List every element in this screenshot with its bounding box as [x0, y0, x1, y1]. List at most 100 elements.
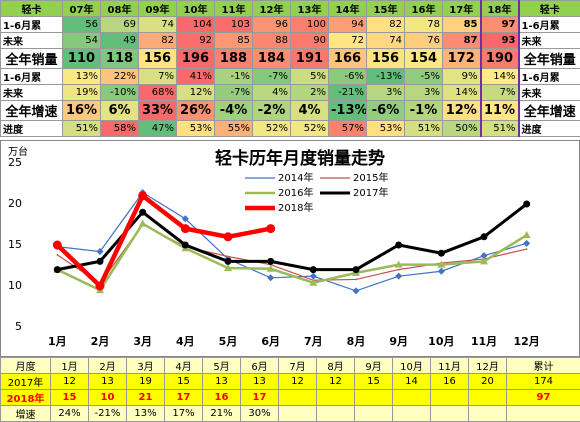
cell: 7% — [139, 69, 177, 85]
cell: -7% — [215, 85, 253, 101]
cell: 22% — [101, 69, 139, 85]
cell: 14 — [393, 374, 431, 390]
x-tick-label: 8月 — [347, 335, 366, 348]
row-label: 全年增速 — [519, 101, 580, 121]
cell: 74 — [139, 17, 177, 33]
cell — [507, 406, 580, 422]
header-cell: 07年 — [63, 1, 101, 17]
cell: 15 — [51, 390, 89, 406]
cell: 92 — [177, 33, 215, 49]
cell: 12 — [317, 374, 355, 390]
cell: 9% — [443, 69, 481, 85]
cell: 74 — [367, 33, 405, 49]
header-cell: 09年 — [139, 1, 177, 17]
x-tick-label: 10月 — [428, 335, 454, 348]
cell: 82 — [367, 17, 405, 33]
cell: 21 — [127, 390, 165, 406]
header-cell: 12月 — [469, 358, 507, 374]
legend-label: 2016年 — [278, 186, 313, 199]
marker — [227, 256, 229, 258]
cell: 30% — [241, 406, 279, 422]
marker — [398, 269, 400, 271]
cell: 78 — [405, 17, 443, 33]
cell: 16 — [203, 390, 241, 406]
y-tick-label: 15 — [8, 238, 22, 251]
header-cell: 11月 — [431, 358, 469, 374]
cell: 6% — [101, 101, 139, 121]
cell: 53% — [177, 121, 215, 137]
cell: -7% — [253, 69, 291, 85]
cell: 172 — [443, 49, 481, 69]
cell — [279, 390, 317, 406]
cell: 4% — [291, 101, 329, 121]
cell: 13 — [203, 374, 241, 390]
cell: 12 — [51, 374, 89, 390]
marker — [138, 191, 147, 200]
header-cell: 5月 — [203, 358, 241, 374]
cell: -1% — [215, 69, 253, 85]
y-tick-label: 25 — [8, 156, 22, 169]
marker — [481, 233, 488, 240]
row-label: 1-6月累 — [1, 17, 63, 33]
cell: 55% — [215, 121, 253, 137]
legend-label: 2015年 — [353, 171, 388, 184]
cell: 47% — [139, 121, 177, 137]
cell: 166 — [329, 49, 367, 69]
x-tick-label: 12月 — [514, 335, 540, 348]
row-label: 进度 — [1, 121, 63, 137]
cell: 21% — [203, 406, 241, 422]
cell: 154 — [405, 49, 443, 69]
cell: 19 — [127, 374, 165, 390]
marker — [53, 241, 62, 250]
cell: -10% — [101, 85, 139, 101]
cell: -2% — [253, 101, 291, 121]
cell: 156 — [139, 49, 177, 69]
header-cell: 3月 — [127, 358, 165, 374]
cell: 190 — [481, 49, 519, 69]
cell — [317, 390, 355, 406]
cell: 85 — [443, 17, 481, 33]
cell: 188 — [215, 49, 253, 69]
row-label: 未来 — [1, 33, 63, 49]
cell: -4% — [215, 101, 253, 121]
cell: 3% — [405, 85, 443, 101]
cell: 56 — [63, 17, 101, 33]
cell: 52% — [253, 121, 291, 137]
cell: -21% — [329, 85, 367, 101]
cell: 13 — [241, 374, 279, 390]
cell: 156 — [367, 49, 405, 69]
cell: 96 — [253, 17, 291, 33]
header-cell: 18年 — [481, 1, 519, 17]
header-cell: 1月 — [51, 358, 89, 374]
cell: 19% — [63, 85, 101, 101]
header-cell: 17年 — [443, 1, 481, 17]
cell: -1% — [405, 101, 443, 121]
cell: 14% — [443, 85, 481, 101]
cell — [393, 390, 431, 406]
cell: 16% — [63, 101, 101, 121]
row-label: 1-6月累 — [519, 69, 580, 85]
row-label: 2017年 — [1, 374, 51, 390]
legend-label: 2017年 — [353, 186, 388, 199]
marker — [181, 224, 190, 233]
cell: 49 — [101, 33, 139, 49]
y-tick-label: 10 — [8, 279, 22, 292]
cell: 4% — [253, 85, 291, 101]
x-tick-label: 9月 — [389, 335, 408, 348]
cell: 85 — [215, 33, 253, 49]
cell: 51% — [63, 121, 101, 137]
x-tick-label: 2月 — [91, 335, 110, 348]
header-cell: 4月 — [165, 358, 203, 374]
x-tick-label: 7月 — [304, 335, 323, 348]
cell: 184 — [253, 49, 291, 69]
cell: 100 — [291, 17, 329, 33]
header-cell: 12年 — [253, 1, 291, 17]
marker — [266, 224, 275, 233]
header-cell: 7月 — [279, 358, 317, 374]
